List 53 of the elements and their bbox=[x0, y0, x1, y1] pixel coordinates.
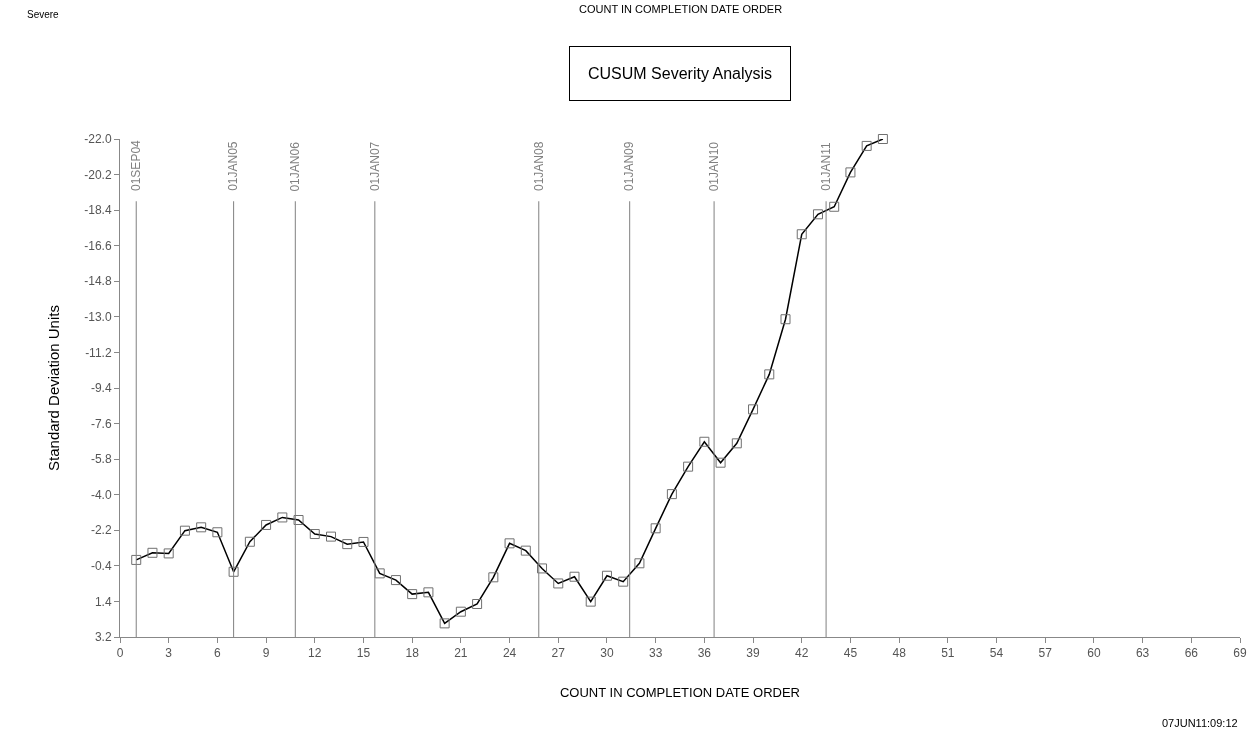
ref-line-label: 01JAN10 bbox=[706, 141, 721, 192]
x-tick-label: 12 bbox=[308, 646, 322, 661]
y-tick-label: -4.0 bbox=[90, 487, 112, 502]
ref-line-label: 01JAN09 bbox=[622, 141, 637, 191]
x-tick-label: 33 bbox=[648, 646, 663, 661]
x-tick-label: 15 bbox=[356, 646, 371, 661]
y-tick-label: 1.4 bbox=[94, 594, 112, 609]
text: COUNT IN COMPLETION DATE ORDER bbox=[579, 3, 783, 15]
y-tick-label: -9.4 bbox=[90, 381, 112, 396]
ref-line-label: 01JAN06 bbox=[288, 141, 303, 192]
x-tick-label: 9 bbox=[262, 646, 270, 661]
y-tick-label: -13.0 bbox=[84, 310, 112, 325]
x-tick-label: 39 bbox=[746, 646, 761, 661]
x-tick-label: 21 bbox=[454, 646, 468, 661]
y-tick-label: -20.2 bbox=[84, 167, 112, 182]
y-tick-label: -0.4 bbox=[90, 559, 112, 574]
x-tick-label: 6 bbox=[214, 646, 222, 661]
y-tick-label: -5.8 bbox=[90, 452, 112, 467]
text: 07JUN11:09:12 bbox=[1162, 717, 1238, 729]
y-tick-label: 3.2 bbox=[94, 630, 112, 645]
x-tick-label: 45 bbox=[843, 646, 858, 661]
y-axis-title: Standard Deviation Units bbox=[45, 305, 63, 471]
x-tick-label: 36 bbox=[697, 646, 712, 661]
y-tick-label: -7.6 bbox=[90, 416, 112, 431]
y-tick-label: -11.2 bbox=[85, 345, 112, 360]
y-tick-label: -14.8 bbox=[84, 274, 112, 289]
ref-line-label: 01JAN11 bbox=[819, 142, 834, 191]
ref-line-label: 01JAN05 bbox=[226, 141, 241, 191]
y-tick-label: -18.4 bbox=[84, 203, 112, 218]
chart-title: CUSUM Severity Analysis bbox=[588, 65, 773, 82]
x-tick-label: 0 bbox=[116, 646, 124, 661]
x-tick-label: 42 bbox=[795, 646, 809, 661]
x-tick-label: 57 bbox=[1038, 646, 1053, 661]
text: Severe bbox=[27, 9, 60, 20]
x-tick-label: 54 bbox=[989, 646, 1004, 661]
x-tick-label: 66 bbox=[1184, 646, 1199, 661]
ref-line-label: 01SEP04 bbox=[129, 139, 144, 191]
x-tick-label: 48 bbox=[892, 646, 907, 661]
y-tick-label: -2.2 bbox=[90, 523, 112, 538]
x-tick-label: 3 bbox=[165, 646, 173, 661]
x-tick-label: 27 bbox=[551, 646, 566, 661]
x-tick-label: 63 bbox=[1135, 646, 1150, 661]
y-tick-label: -16.6 bbox=[84, 238, 112, 253]
ref-line-label: 01JAN07 bbox=[367, 141, 382, 192]
x-tick-label: 51 bbox=[941, 646, 955, 661]
x-tick-label: 24 bbox=[502, 646, 517, 661]
ref-line-label: 01JAN08 bbox=[531, 141, 546, 192]
x-tick-label: 69 bbox=[1233, 646, 1247, 661]
y-tick-label: -22.0 bbox=[84, 132, 112, 147]
x-tick-label: 60 bbox=[1087, 646, 1101, 661]
x-axis-title: COUNT IN COMPLETION DATE ORDER bbox=[559, 685, 801, 700]
x-tick-label: 18 bbox=[405, 646, 420, 661]
x-tick-label: 30 bbox=[600, 646, 614, 661]
